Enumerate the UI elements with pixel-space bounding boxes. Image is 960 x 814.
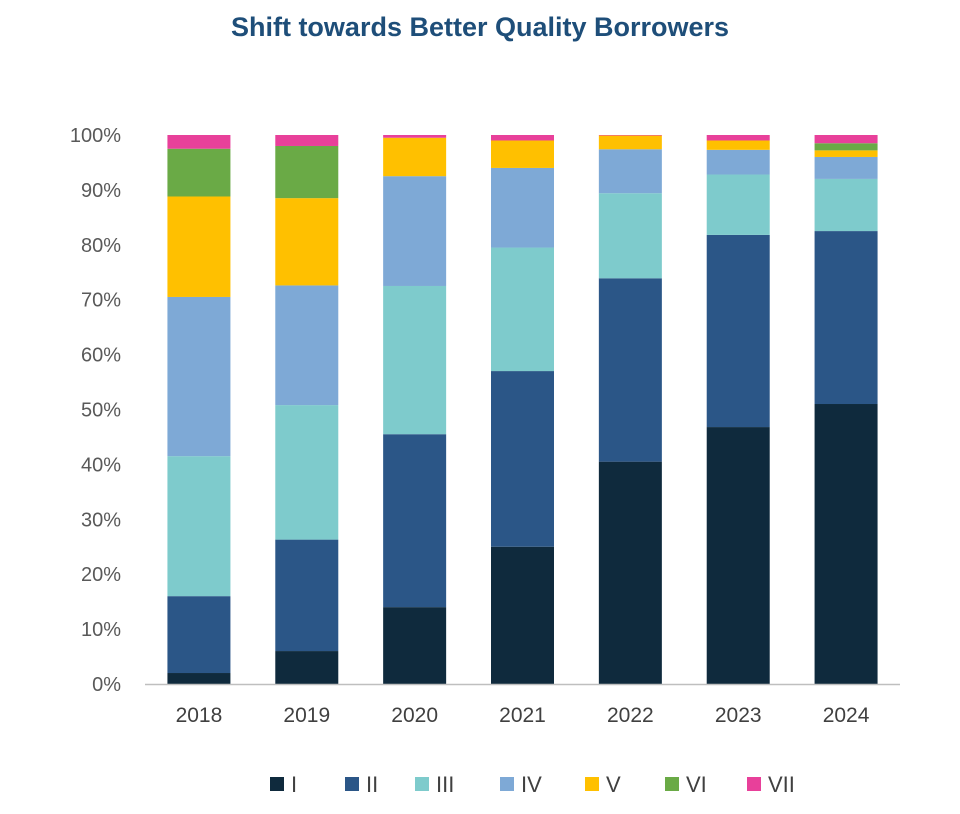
bar-segment-ii-2018 bbox=[167, 596, 231, 674]
bar-segment-v-2024 bbox=[814, 150, 878, 157]
bar-segment-iv-2019 bbox=[275, 285, 339, 406]
bar-segment-v-2022 bbox=[598, 135, 662, 150]
legend-label-v: V bbox=[606, 772, 621, 797]
legend-label-vii: VII bbox=[768, 772, 795, 797]
y-tick-label: 60% bbox=[81, 345, 121, 367]
bars-layer bbox=[167, 135, 878, 684]
legend-swatch-ii bbox=[345, 777, 359, 791]
x-tick-label: 2022 bbox=[607, 704, 654, 727]
bar-segment-ii-2020 bbox=[383, 434, 447, 608]
legend-swatch-iii bbox=[415, 777, 429, 791]
bar-segment-vii-2019 bbox=[275, 135, 339, 146]
y-tick-label: 10% bbox=[81, 619, 121, 641]
bar-segment-vii-2022 bbox=[598, 135, 662, 136]
x-tick-label: 2023 bbox=[715, 704, 762, 727]
bar-segment-vii-2018 bbox=[167, 135, 231, 149]
bar-segment-ii-2022 bbox=[598, 278, 662, 462]
y-tick-label: 40% bbox=[81, 454, 121, 476]
bar-segment-iii-2018 bbox=[167, 456, 231, 597]
y-tick-label: 70% bbox=[81, 290, 121, 312]
bar-segment-i-2022 bbox=[598, 461, 662, 684]
bar-segment-vii-2021 bbox=[491, 135, 554, 141]
bar-segment-vii-2020 bbox=[383, 135, 447, 138]
bar-segment-iv-2021 bbox=[491, 167, 554, 248]
x-tick-label: 2024 bbox=[823, 704, 870, 727]
bar-segment-i-2024 bbox=[814, 404, 878, 684]
bar-segment-vii-2023 bbox=[706, 135, 770, 141]
legend-swatch-vii bbox=[747, 777, 761, 791]
legend-swatch-vi bbox=[665, 777, 679, 791]
y-tick-label: 100% bbox=[70, 125, 121, 147]
x-axis: 2018 2019 2020 2021 2022 2023 2024 bbox=[145, 683, 900, 727]
legend-label-iii: III bbox=[436, 772, 454, 797]
y-tick-label: 0% bbox=[92, 674, 121, 696]
y-tick-label: 20% bbox=[81, 564, 121, 586]
bar-segment-v-2018 bbox=[167, 196, 231, 297]
legend-label-i: I bbox=[291, 772, 297, 797]
chart-title: Shift towards Better Quality Borrowers bbox=[230, 12, 730, 42]
bar-segment-vi-2019 bbox=[275, 145, 339, 199]
bar-segment-iv-2022 bbox=[598, 149, 662, 194]
bar-segment-i-2021 bbox=[491, 546, 554, 684]
bar-segment-v-2023 bbox=[706, 140, 770, 150]
bar-segment-vi-2024 bbox=[814, 143, 878, 151]
x-tick-label: 2020 bbox=[391, 704, 438, 727]
bar-segment-v-2019 bbox=[275, 198, 339, 286]
bar-segment-iv-2018 bbox=[167, 296, 231, 457]
legend-swatch-i bbox=[270, 777, 284, 791]
bar-segment-v-2021 bbox=[491, 140, 554, 168]
bar-segment-i-2019 bbox=[275, 651, 339, 684]
bar-segment-i-2020 bbox=[383, 607, 447, 684]
y-axis: 0% 10% 20% 30% 40% 50% 60% 70% 80% 90% 100% bbox=[70, 125, 121, 696]
y-tick-label: 90% bbox=[81, 180, 121, 202]
y-tick-label: 50% bbox=[81, 400, 121, 422]
y-tick-label: 30% bbox=[81, 509, 121, 531]
y-tick-label: 80% bbox=[81, 235, 121, 257]
bar-segment-iii-2019 bbox=[275, 405, 339, 540]
bar-segment-vi-2018 bbox=[167, 148, 231, 197]
x-tick-label: 2018 bbox=[176, 704, 223, 727]
bar-segment-iv-2023 bbox=[706, 149, 770, 175]
bar-segment-i-2023 bbox=[706, 427, 770, 684]
bar-segment-iii-2020 bbox=[383, 285, 447, 435]
bar-segment-ii-2019 bbox=[275, 539, 339, 652]
legend-label-iv: IV bbox=[521, 772, 542, 797]
legend-label-vi: VI bbox=[686, 772, 707, 797]
legend-label-ii: II bbox=[366, 772, 378, 797]
bar-segment-ii-2023 bbox=[706, 234, 770, 428]
legend-swatch-iv bbox=[500, 777, 514, 791]
bar-segment-vii-2024 bbox=[814, 135, 878, 144]
x-tick-label: 2021 bbox=[499, 704, 546, 727]
legend-swatch-v bbox=[585, 777, 599, 791]
bar-segment-ii-2021 bbox=[491, 371, 554, 547]
bar-segment-iii-2023 bbox=[706, 174, 770, 235]
bar-segment-iii-2022 bbox=[598, 193, 662, 279]
bar-segment-ii-2024 bbox=[814, 231, 878, 405]
bar-segment-iv-2024 bbox=[814, 156, 878, 179]
bar-segment-i-2018 bbox=[167, 673, 231, 684]
bar-segment-iii-2024 bbox=[814, 178, 878, 232]
bar-segment-v-2020 bbox=[383, 137, 447, 177]
bar-segment-iii-2021 bbox=[491, 247, 554, 372]
bar-segment-iv-2020 bbox=[383, 176, 447, 286]
legend: I II III IV V VI VII bbox=[270, 772, 795, 797]
x-tick-label: 2019 bbox=[283, 704, 330, 727]
